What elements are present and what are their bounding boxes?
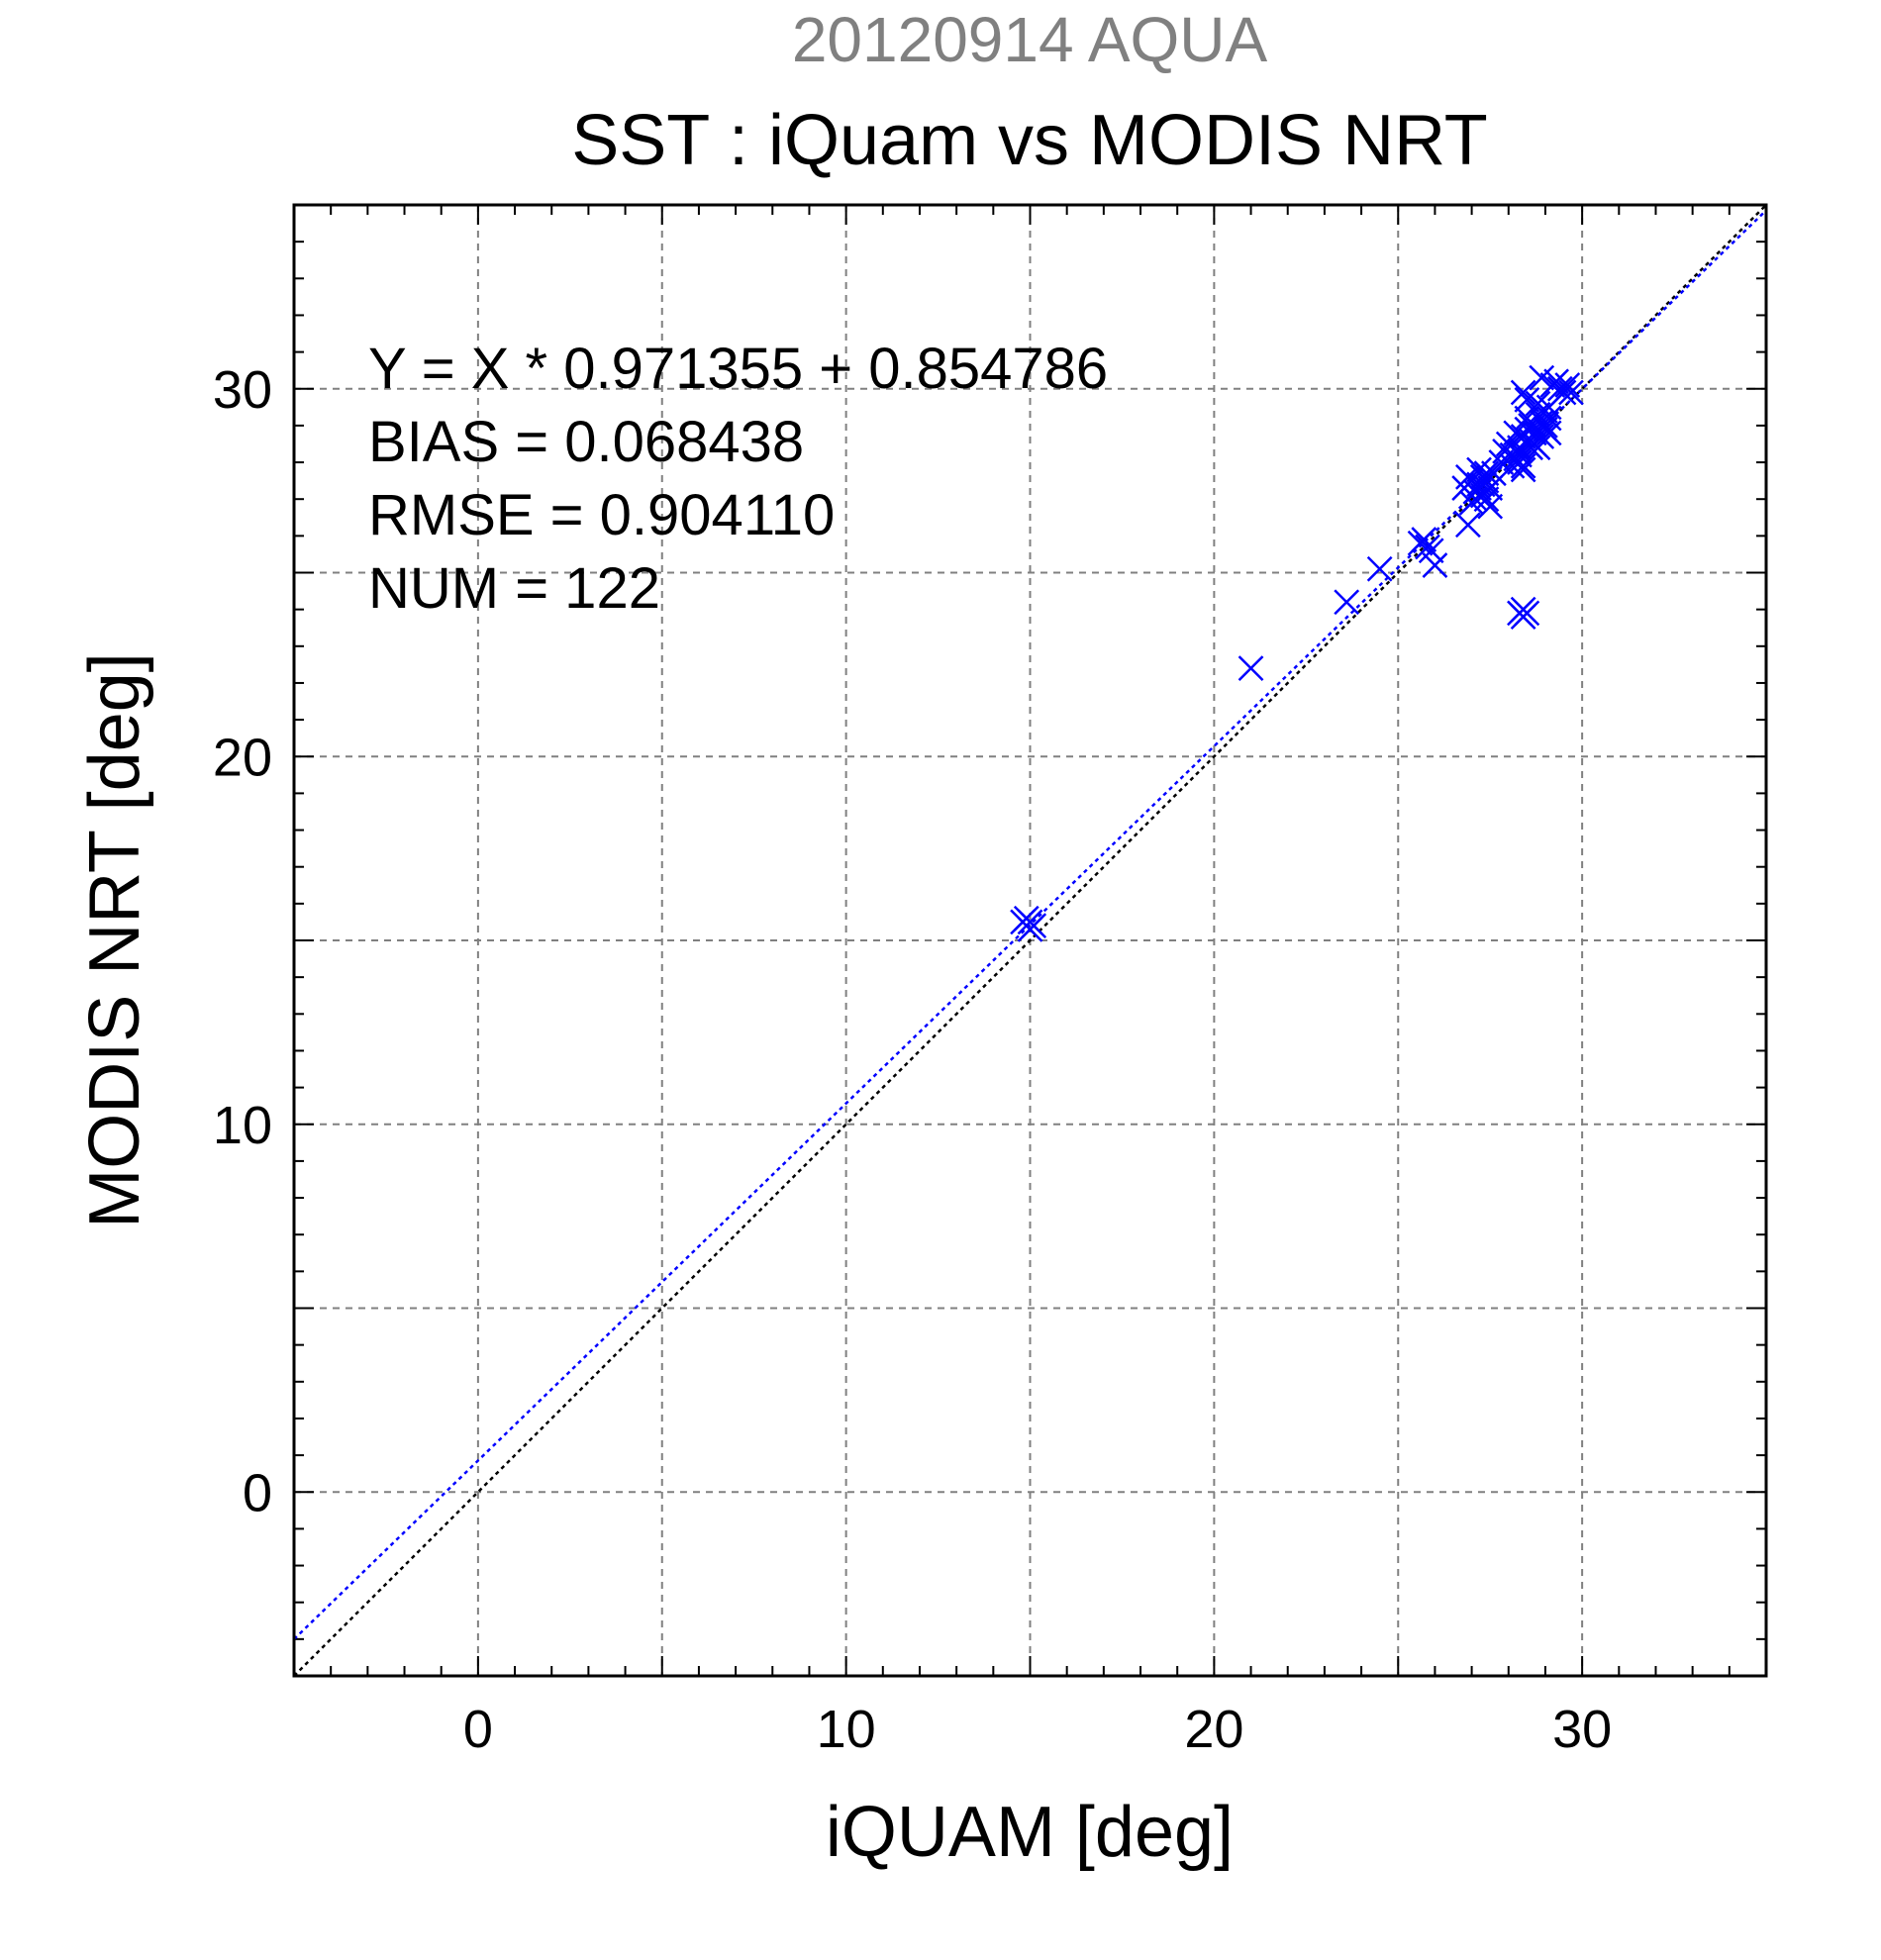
plot-frame [292,203,1768,1678]
data-point [1514,387,1540,413]
y-tick-label: 20 [213,728,272,787]
identity-line [293,204,1767,1677]
stat-equation: Y = X * 0.971355 + 0.854786 [368,337,1108,401]
fit-lines [293,204,1767,1677]
stat-rmse: RMSE = 0.904110 [368,483,835,547]
data-point [1422,552,1448,578]
x-axis-title: iQUAM [deg] [826,1793,1234,1872]
data-point [1499,452,1526,479]
data-point [1238,655,1264,681]
tick-labels: 0 10 20 30 0 10 20 30 [213,360,1612,1759]
x-tick-label: 0 [463,1700,493,1759]
data-point [1334,589,1360,616]
data-point [1510,379,1536,406]
data-point [1010,909,1036,935]
data-point [1458,490,1485,516]
y-tick-label: 10 [213,1096,272,1155]
data-point [1535,420,1562,446]
y-tick-label: 0 [243,1463,272,1522]
data-point [1550,379,1577,406]
x-tick-label: 30 [1552,1700,1612,1759]
data-point [1418,538,1444,564]
data-point [1558,379,1584,406]
data-point [1510,452,1536,479]
x-tick-label: 20 [1184,1700,1243,1759]
stat-num: NUM = 122 [368,556,660,621]
data-point [1554,372,1581,398]
chart-title: SST : iQuam vs MODIS NRT [571,101,1488,180]
y-tick-label: 30 [213,360,272,420]
stat-bias: BIAS = 0.068438 [368,410,804,474]
x-tick-label: 10 [817,1700,876,1759]
data-point [1529,364,1555,391]
data-point [1469,471,1496,498]
data-point [1411,527,1437,552]
regression-line [293,209,1767,1640]
data-point [1507,439,1533,464]
chart-suptitle: 20120914 AQUA [792,4,1268,75]
data-point [1510,604,1536,630]
data-point [1454,512,1481,539]
data-point [1477,475,1504,501]
y-axis-title: MODIS NRT [deg] [75,652,154,1228]
data-point [1366,555,1393,582]
data-points [1010,364,1584,942]
